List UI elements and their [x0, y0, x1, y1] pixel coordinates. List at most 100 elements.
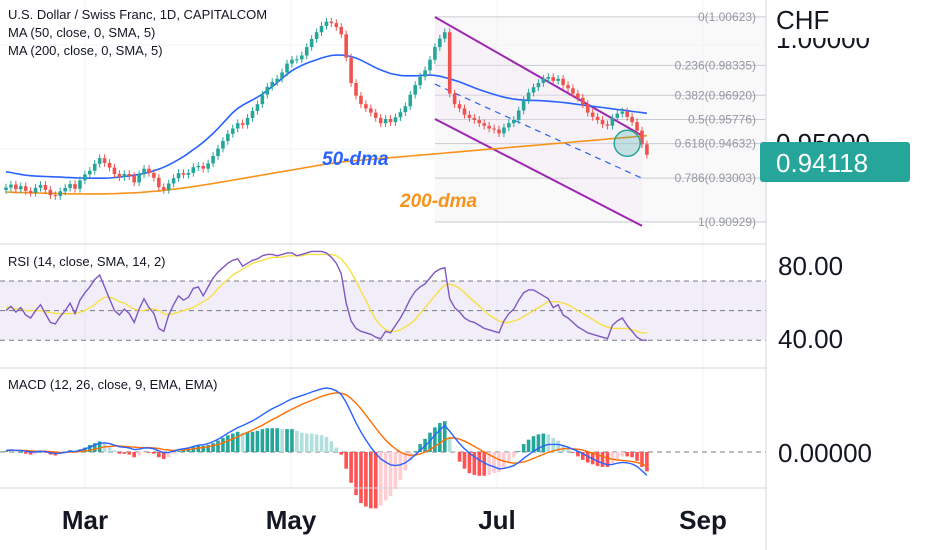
indicator-lines: [5, 250, 648, 476]
candle-body: [73, 184, 77, 189]
macd-bar-24: [122, 452, 127, 454]
candle-body: [196, 165, 201, 168]
candle-body: [393, 117, 398, 123]
macd-bar-93: [462, 452, 467, 469]
candle-9: [48, 186, 53, 199]
candle-53: [265, 83, 270, 99]
candle-105: [521, 96, 526, 115]
candle-103: [511, 116, 516, 128]
candle-92: [457, 100, 462, 113]
candle-94: [467, 110, 472, 122]
candle-118: [585, 100, 590, 117]
macd-bar-50: [250, 431, 255, 452]
candle-body: [383, 118, 388, 124]
candle-18: [92, 160, 97, 175]
candle-body: [186, 172, 191, 175]
macd-bar-97: [482, 452, 487, 476]
ma50-legend: MA (50, close, 0, SMA, 5): [8, 25, 155, 40]
candle-body: [127, 173, 132, 177]
candle-51: [255, 100, 260, 115]
macd-title: MACD (12, 26, close, 9, EMA, EMA): [8, 377, 218, 392]
macd-bar-27: [137, 452, 141, 456]
macd-bar-103: [511, 452, 516, 458]
last-price-value: 0.94118: [776, 148, 868, 178]
candle-body: [600, 120, 605, 125]
candle-body: [260, 94, 265, 105]
candle-body: [433, 47, 437, 60]
candle-body: [309, 39, 314, 48]
macd-bar-102: [507, 452, 511, 463]
candle-body: [442, 32, 447, 39]
macd-bar-47: [235, 431, 240, 452]
rsi-tick-80: 80.00: [778, 251, 843, 281]
candlesticks[interactable]: [4, 17, 649, 200]
candle-body: [176, 173, 181, 179]
candle-body: [334, 23, 339, 27]
macd-bar-6: [33, 452, 38, 454]
candle-body: [531, 87, 536, 93]
candle-57: [285, 59, 289, 77]
candle-119: [590, 108, 595, 121]
candle-body: [605, 124, 610, 126]
macd-bar-130: [645, 452, 649, 472]
macd-tick-zero: 0.00000: [778, 438, 872, 468]
macd-bar-129: [640, 452, 644, 467]
candle-body: [329, 21, 334, 24]
candle-85: [423, 66, 427, 81]
macd-bar-80: [398, 452, 403, 481]
macd-bar-43: [216, 440, 220, 452]
macd-bar-123: [610, 452, 615, 464]
candle-body: [388, 118, 393, 123]
candle-body: [102, 158, 107, 163]
macd-bar-90: [447, 437, 452, 452]
candle-body: [48, 189, 53, 196]
candle-body: [314, 32, 319, 40]
macd-bar-63: [314, 434, 319, 452]
macd-bar-70: [349, 452, 353, 483]
macd-bar-67: [334, 447, 339, 452]
candle-body: [23, 186, 28, 191]
candle-body: [43, 184, 48, 190]
candle-body: [235, 123, 240, 129]
candle-93: [462, 104, 467, 119]
candle-body: [364, 104, 368, 109]
candle-73: [364, 100, 368, 113]
macd-bar-4: [23, 452, 28, 454]
candle-body: [369, 108, 373, 113]
candle-body: [487, 125, 491, 129]
candle-125: [620, 107, 625, 118]
macd-bar-16: [83, 447, 87, 452]
channel-mid: [434, 83, 643, 179]
candle-body: [630, 116, 634, 123]
macd-bar-99: [492, 452, 496, 474]
candle-body: [226, 133, 230, 141]
candle-body: [344, 34, 348, 58]
macd-bar-7: [38, 452, 43, 453]
moving-averages: [5, 54, 648, 195]
macd-bar-21: [107, 445, 112, 452]
candle-33: [166, 179, 171, 194]
candle-27: [137, 170, 141, 187]
macd-bar-71: [354, 452, 358, 496]
candle-88: [438, 34, 442, 51]
macd-bar-105: [521, 444, 526, 452]
candle-body: [152, 172, 156, 178]
candle-body: [472, 117, 477, 121]
candle-body: [467, 114, 472, 118]
candle-body: [245, 117, 250, 125]
candle-body: [166, 183, 171, 190]
candle-body: [477, 120, 482, 124]
candle-21: [107, 159, 112, 172]
macd-bar-57: [285, 429, 289, 452]
macd-bar-84: [418, 444, 422, 452]
candle-20: [102, 154, 107, 167]
candle-body: [216, 148, 220, 156]
candle-25: [127, 170, 132, 180]
candle-body: [275, 78, 279, 82]
candle-body: [625, 111, 629, 117]
candle-body: [38, 184, 43, 188]
candle-112: [556, 74, 560, 85]
candle-66: [329, 17, 334, 27]
time-tick-sep: Sep: [679, 505, 727, 535]
